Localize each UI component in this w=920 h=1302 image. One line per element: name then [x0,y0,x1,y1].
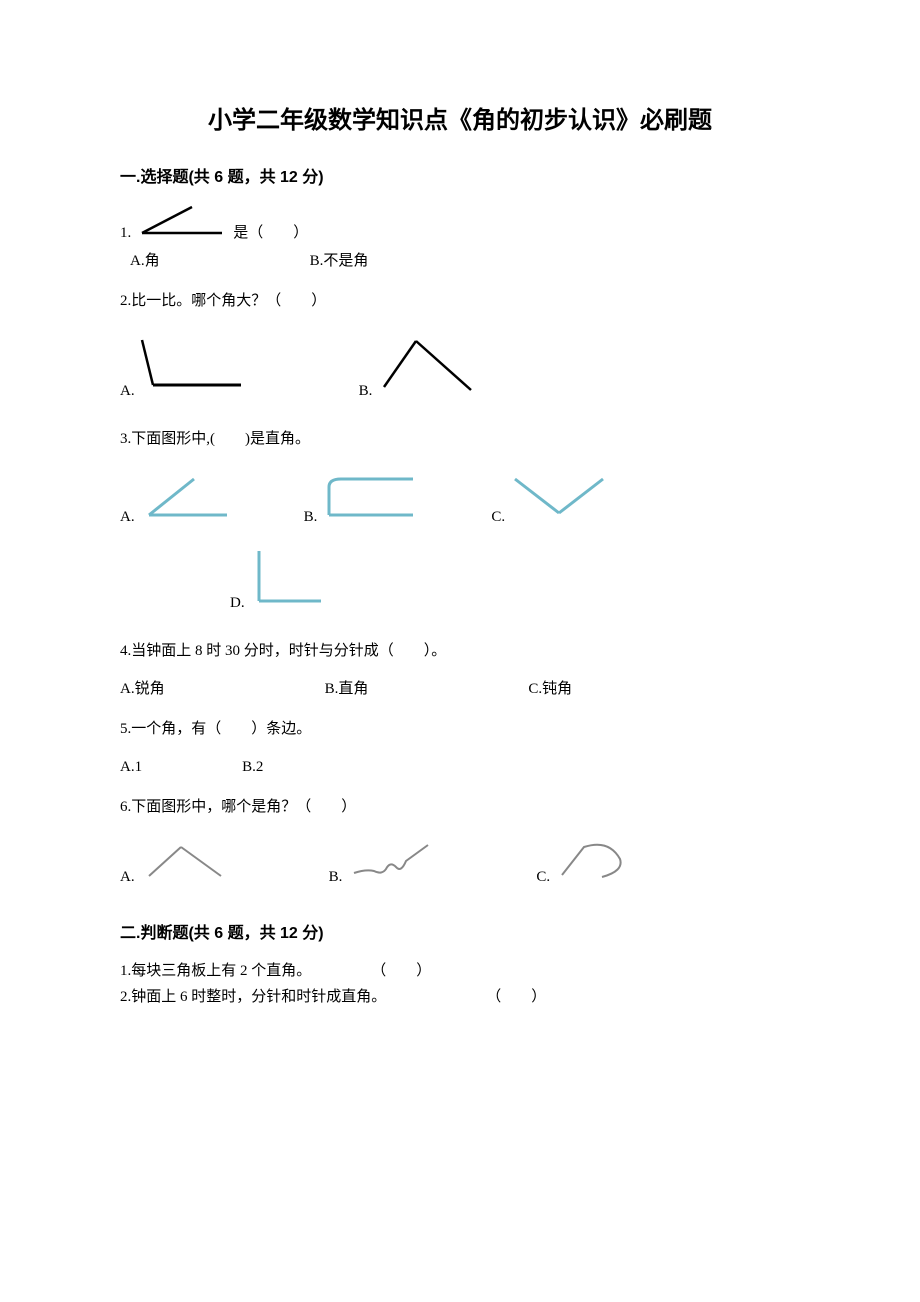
q3-angle-d-figure [249,547,329,615]
q3-text: 3.下面图形中,( )是直角。 [120,427,800,451]
q3-option-d: D. [230,547,329,615]
q2-option-a: A. [120,335,249,403]
q1-option-b: B.不是角 [310,249,369,273]
question-6: 6.下面图形中，哪个是角？（ ） A. B. [120,795,800,889]
q4-option-a: A.锐角 [120,677,165,701]
q5-text: 5.一个角，有（ ）条边。 [120,717,800,741]
q1-angle-figure [137,203,227,245]
page: 小学二年级数学知识点《角的初步认识》必刷题 一.选择题(共 6 题，共 12 分… [0,0,920,1302]
j1-paren: （ ） [371,959,431,985]
q3-option-b: B. [304,473,422,529]
q3-angle-b-figure [321,473,421,529]
q2-angle-a-figure [139,335,249,403]
q2-text: 2.比一比。哪个角大？（ ） [120,289,800,313]
question-5: 5.一个角，有（ ）条边。 A.1 B.2 [120,717,800,779]
q6-figure-b [346,841,436,889]
q5-option-a: A.1 [120,755,142,779]
question-1: 1. 是（ ） A.角 B.不是角 [120,203,800,273]
question-2: 2.比一比。哪个角大？（ ） A. B. [120,289,800,403]
q2-option-b: B. [359,335,487,403]
q3-option-c: C. [491,473,609,529]
judge-1: 1.每块三角板上有 2 个直角。 （ ） [120,959,800,985]
q4-option-b: B.直角 [325,677,369,701]
q4-option-c: C.钝角 [528,677,572,701]
j2-paren: （ ） [486,985,546,1011]
q1-option-a: A.角 [130,249,160,273]
q5-option-b: B.2 [242,755,263,779]
q6-option-b: B. [329,841,437,889]
judge-2: 2.钟面上 6 时整时，分针和时针成直角。 （ ） [120,985,800,1011]
q6-figure-a [139,841,229,889]
q1-tail: 是（ ） [233,221,308,245]
question-3: 3.下面图形中,( )是直角。 A. B. [120,427,800,615]
q3-option-a: A. [120,473,234,529]
j1-text: 1.每块三角板上有 2 个直角。 [120,959,311,985]
section-2-header: 二.判断题(共 6 题，共 12 分) [120,919,800,943]
q6-figure-c [554,841,634,889]
q1-num: 1. [120,221,131,245]
q2-angle-b-figure [376,335,486,403]
j2-text: 2.钟面上 6 时整时，分针和时针成直角。 [120,985,386,1011]
page-title: 小学二年级数学知识点《角的初步认识》必刷题 [120,100,800,135]
q6-text: 6.下面图形中，哪个是角？（ ） [120,795,800,819]
q4-text: 4.当钟面上 8 时 30 分时，时针与分针成（ ）。 [120,639,800,663]
q6-option-a: A. [120,841,229,889]
q3-angle-c-figure [509,473,609,529]
q6-option-c: C. [536,841,634,889]
q3-angle-a-figure [139,473,234,529]
section-1-header: 一.选择题(共 6 题，共 12 分) [120,163,800,187]
question-4: 4.当钟面上 8 时 30 分时，时针与分针成（ ）。 A.锐角 B.直角 C.… [120,639,800,701]
